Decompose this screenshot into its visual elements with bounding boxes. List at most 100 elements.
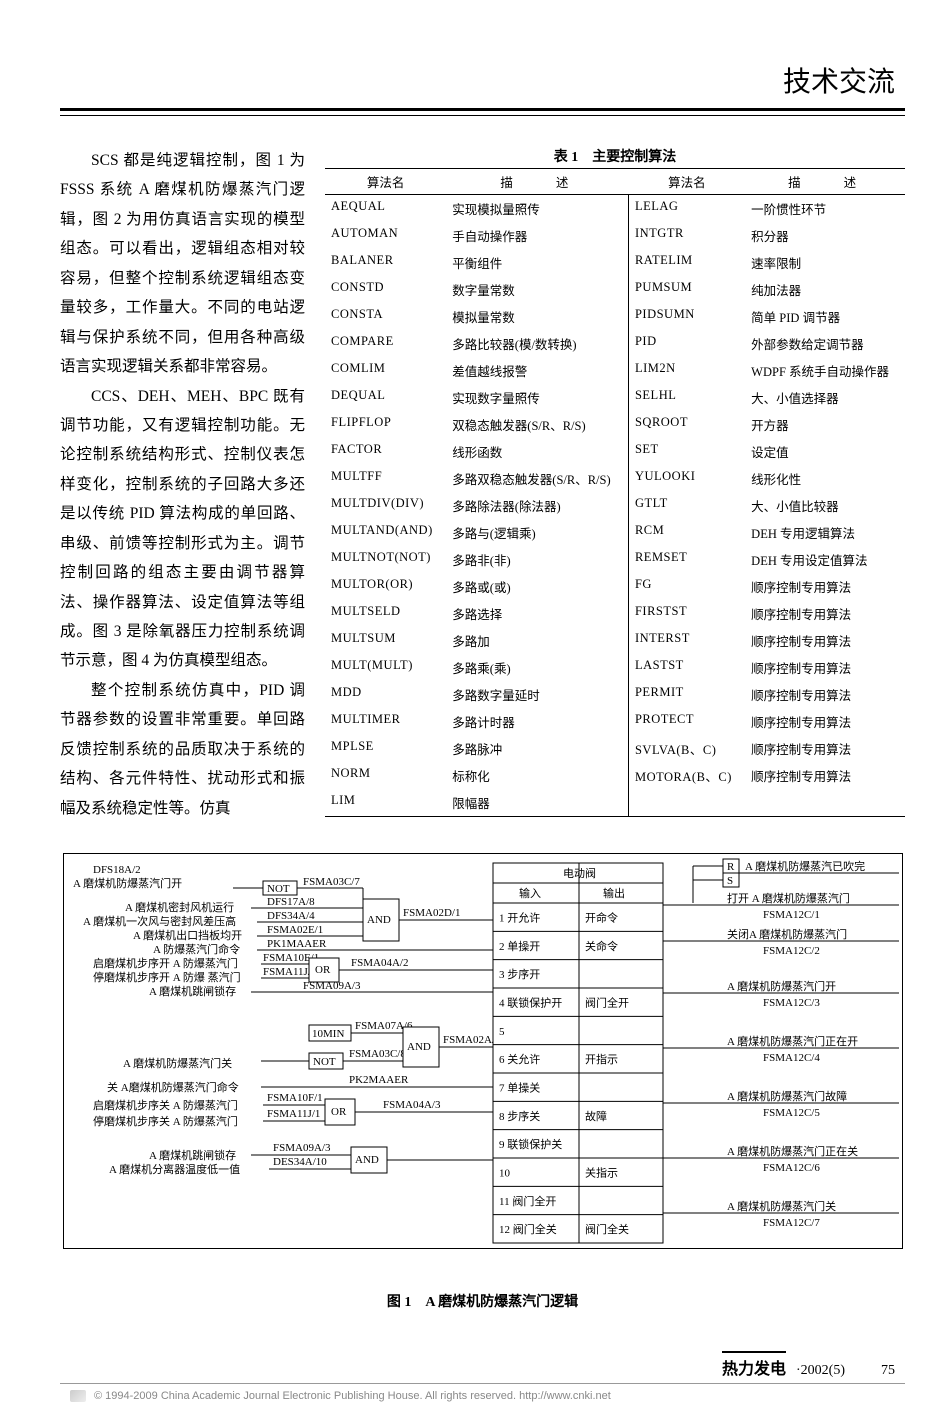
svg-text:NOT: NOT xyxy=(313,1056,336,1068)
table-row: MULTSUM多路加INTERST顺序控制专用算法 xyxy=(325,627,905,654)
svg-text:1 开允许: 1 开允许 xyxy=(499,910,540,924)
table-row: DEQUAL实现数字量照传SELHL大、小值选择器 xyxy=(325,384,905,411)
table-header-row: 算法名 描 述 算法名 描 述 xyxy=(325,169,905,195)
th-name-1: 算法名 xyxy=(325,169,446,195)
svg-text:AND: AND xyxy=(367,914,391,926)
cell-desc: 积分器 xyxy=(745,222,905,249)
svg-text:FSMA04A/3: FSMA04A/3 xyxy=(383,1099,441,1111)
svg-text:7 单操关: 7 单操关 xyxy=(499,1080,540,1094)
cell-desc: 顺序控制专用算法 xyxy=(745,627,905,654)
table-row: AUTOMAN手自动操作器INTGTR积分器 xyxy=(325,222,905,249)
cell-name: MDD xyxy=(325,681,446,708)
cell-desc: 多路计时器 xyxy=(446,708,628,735)
svg-text:关闭A 磨煤机防爆蒸汽门: 关闭A 磨煤机防爆蒸汽门 xyxy=(727,927,847,941)
svg-text:A 磨煤机防爆蒸汽门正在关: A 磨煤机防爆蒸汽门正在关 xyxy=(727,1144,858,1158)
table-row: MULTFF多路双稳态触发器(S/R、R/S)YULOOKI线形化性 xyxy=(325,465,905,492)
paragraph-2: CCS、DEH、MEH、BPC 既有调节功能，又有逻辑控制功能。无论控制系统结构… xyxy=(60,382,305,676)
table-row: FLIPFLOP双稳态触发器(S/R、R/S)SQROOT开方器 xyxy=(325,411,905,438)
cell-desc: 线形函数 xyxy=(446,438,628,465)
svg-text:R: R xyxy=(727,861,735,873)
svg-text:AND: AND xyxy=(355,1154,379,1166)
cell-desc: 平衡组件 xyxy=(446,249,628,276)
svg-text:PK2MAAER: PK2MAAER xyxy=(349,1074,409,1086)
cell-name: NORM xyxy=(325,762,446,789)
table-row: MULTOR(OR)多路或(或)FG顺序控制专用算法 xyxy=(325,573,905,600)
svg-text:FSMA02D/1: FSMA02D/1 xyxy=(403,907,460,919)
cell-name: RCM xyxy=(628,519,745,546)
cell-desc: 顺序控制专用算法 xyxy=(745,573,905,600)
cell-desc: 设定值 xyxy=(745,438,905,465)
svg-text:停磨煤机步序开 A 防爆 蒸汽门: 停磨煤机步序开 A 防爆 蒸汽门 xyxy=(93,970,241,984)
cell-desc: 标称化 xyxy=(446,762,628,789)
svg-text:DFS34A/4: DFS34A/4 xyxy=(267,910,315,922)
cell-name: LELAG xyxy=(628,195,745,223)
svg-text:FSMA12C/6: FSMA12C/6 xyxy=(763,1162,820,1174)
svg-text:FSMA04A/2: FSMA04A/2 xyxy=(351,957,408,969)
svg-text:8 步序关: 8 步序关 xyxy=(499,1109,540,1123)
table-row: BALANER平衡组件RATELIM速率限制 xyxy=(325,249,905,276)
cell-desc: 实现数字量照传 xyxy=(446,384,628,411)
table-row: MULTAND(AND)多路与(逻辑乘)RCMDEH 专用逻辑算法 xyxy=(325,519,905,546)
footer-journal: 热力发电 xyxy=(722,1351,786,1379)
svg-text:FSMA12C/2: FSMA12C/2 xyxy=(763,945,820,957)
cell-name: MULTSELD xyxy=(325,600,446,627)
svg-text:开指示: 开指示 xyxy=(585,1052,618,1066)
cell-desc: 顺序控制专用算法 xyxy=(745,654,905,681)
cell-desc: 多路数字量延时 xyxy=(446,681,628,708)
svg-text:FSMA03C/7: FSMA03C/7 xyxy=(303,876,360,888)
svg-text:FSMA10F/1: FSMA10F/1 xyxy=(267,1092,323,1104)
svg-text:OR: OR xyxy=(331,1106,347,1118)
cell-name: PIDSUMN xyxy=(628,303,745,330)
th-desc-2: 描 述 xyxy=(745,169,905,195)
cell-name: MULTDIV(DIV) xyxy=(325,492,446,519)
logic-diagram-area: DFS18A/2 A 磨煤机防爆蒸汽门开 A 磨煤机密封风机运行 A 磨煤机一次… xyxy=(63,853,903,1311)
table-row: MULTDIV(DIV)多路除法器(除法器)GTLT大、小值比较器 xyxy=(325,492,905,519)
table-row: LIM限幅器 xyxy=(325,789,905,817)
footer-issue: ·2002(5) xyxy=(796,1363,845,1379)
cell-desc: 顺序控制专用算法 xyxy=(745,762,905,789)
cell-desc: 差值越线报警 xyxy=(446,357,628,384)
cell-desc: 多路脉冲 xyxy=(446,735,628,762)
cell-name xyxy=(628,789,745,817)
svg-text:A 磨煤机防爆蒸汽已吹完: A 磨煤机防爆蒸汽已吹完 xyxy=(745,859,865,873)
cell-desc: 双稳态触发器(S/R、R/S) xyxy=(446,411,628,438)
diag-title-text: A 磨煤机防爆蒸汽门开 xyxy=(73,876,182,890)
th-name-2: 算法名 xyxy=(628,169,745,195)
cell-name: MULTSUM xyxy=(325,627,446,654)
svg-text:A 磨煤机密封风机运行: A 磨煤机密封风机运行 xyxy=(125,900,234,914)
svg-text:FSMA12C/1: FSMA12C/1 xyxy=(763,909,820,921)
cell-desc: 大、小值选择器 xyxy=(745,384,905,411)
cell-desc: 模拟量常数 xyxy=(446,303,628,330)
svg-text:启磨煤机步序开 A 防爆蒸汽门: 启磨煤机步序开 A 防爆蒸汽门 xyxy=(93,956,238,970)
table-row: CONSTA模拟量常数PIDSUMN简单 PID 调节器 xyxy=(325,303,905,330)
svg-text:FSMA03C/8: FSMA03C/8 xyxy=(349,1048,406,1060)
diagram-caption: 图 1 A 磨煤机防爆蒸汽门逻辑 xyxy=(63,1291,903,1311)
svg-text:11 阀门全开: 11 阀门全开 xyxy=(499,1194,556,1208)
svg-text:FSMA11J/1: FSMA11J/1 xyxy=(263,966,316,978)
page: 技术交流 SCS 都是纯逻辑控制，图 1 为 FSSS 系统 A 磨煤机防爆蒸汽… xyxy=(0,0,945,1424)
svg-text:启磨煤机步序关 A 防爆蒸汽门: 启磨煤机步序关 A 防爆蒸汽门 xyxy=(93,1098,238,1112)
cell-desc: 多路乘(乘) xyxy=(446,654,628,681)
svg-text:FSMA02A/6: FSMA02A/6 xyxy=(443,1034,501,1046)
svg-text:2 单操开: 2 单操开 xyxy=(499,939,540,953)
algorithm-table: 算法名 描 述 算法名 描 述 AEQUAL实现模拟量照传LELAG一阶惯性环节… xyxy=(325,168,905,817)
svg-text:9 联锁保护关: 9 联锁保护关 xyxy=(499,1137,562,1151)
table-row: MULTNOT(NOT)多路非(非)REMSETDEH 专用设定值算法 xyxy=(325,546,905,573)
cell-desc: 多路非(非) xyxy=(446,546,628,573)
svg-text:5: 5 xyxy=(499,1026,505,1038)
cell-desc: 顺序控制专用算法 xyxy=(745,681,905,708)
cell-desc: 顺序控制专用算法 xyxy=(745,735,905,762)
svg-text:A 磨煤机跳闸锁存: A 磨煤机跳闸锁存 xyxy=(149,1148,236,1162)
cell-name: GTLT xyxy=(628,492,745,519)
cell-name: MULT(MULT) xyxy=(325,654,446,681)
diag-title-code: DFS18A/2 xyxy=(93,864,141,876)
svg-text:FSMA02E/1: FSMA02E/1 xyxy=(267,924,323,936)
cell-desc: 多路或(或) xyxy=(446,573,628,600)
cell-name: AEQUAL xyxy=(325,195,446,223)
cell-name: COMPARE xyxy=(325,330,446,357)
table-row: CONSTD数字量常数PUMSUM纯加法器 xyxy=(325,276,905,303)
cell-name: PUMSUM xyxy=(628,276,745,303)
svg-text:FSMA12C/3: FSMA12C/3 xyxy=(763,997,820,1009)
svg-text:A 磨煤机防爆蒸汽门开: A 磨煤机防爆蒸汽门开 xyxy=(727,979,836,993)
cell-desc: 限幅器 xyxy=(446,789,628,817)
